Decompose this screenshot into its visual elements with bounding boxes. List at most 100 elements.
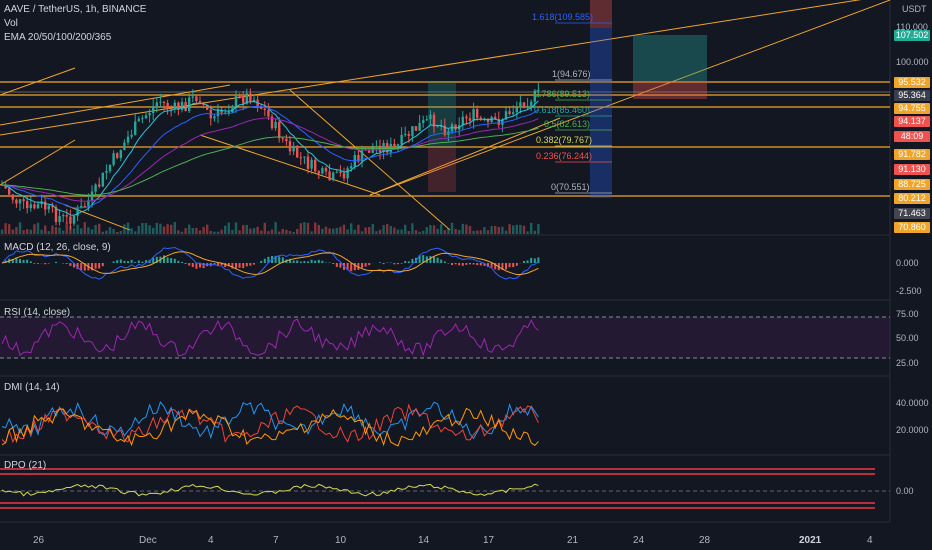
volume-bar bbox=[296, 228, 299, 234]
macd-histogram-bar bbox=[314, 260, 317, 263]
price-tag[interactable]: 48:09 bbox=[894, 131, 930, 142]
macd-histogram-bar bbox=[83, 263, 86, 271]
volume-bar bbox=[4, 223, 7, 234]
candle bbox=[80, 205, 83, 209]
macd-histogram-bar bbox=[15, 257, 18, 263]
volume-bar bbox=[458, 229, 461, 234]
volume-bar bbox=[332, 228, 335, 234]
volume-bar bbox=[112, 229, 115, 234]
volume-bar bbox=[184, 228, 187, 234]
volume-bar bbox=[436, 228, 439, 234]
candle bbox=[18, 199, 22, 204]
vol-legend[interactable]: Vol bbox=[4, 18, 18, 29]
macd-histogram-bar bbox=[98, 263, 101, 269]
volume-bar bbox=[213, 231, 216, 234]
macd-histogram-bar bbox=[350, 263, 353, 272]
candle bbox=[468, 118, 472, 121]
volume-bar bbox=[126, 222, 130, 234]
volume-bar bbox=[522, 225, 526, 234]
price-tag[interactable]: 95.532 bbox=[894, 77, 930, 88]
candle bbox=[177, 102, 180, 110]
dmi-line bbox=[1, 407, 539, 447]
candle bbox=[414, 126, 418, 131]
macd-histogram-bar bbox=[508, 263, 511, 268]
long-position-stop bbox=[633, 81, 707, 99]
dpo-label[interactable]: DPO (21) bbox=[4, 460, 47, 471]
macd-histogram-bar bbox=[530, 257, 533, 263]
volume-bar bbox=[130, 228, 133, 234]
volume-bar bbox=[357, 224, 360, 234]
volume-bar bbox=[47, 231, 50, 234]
volume-bar bbox=[328, 228, 331, 234]
price-tag[interactable]: 71.463 bbox=[894, 208, 930, 219]
candle bbox=[202, 103, 205, 106]
volume-bar bbox=[44, 225, 47, 234]
candle bbox=[357, 155, 360, 162]
candle bbox=[188, 97, 191, 112]
macd-histogram-bar bbox=[80, 263, 83, 271]
price-tag[interactable]: 91.782 bbox=[894, 149, 930, 160]
rsi-label[interactable]: RSI (14, close) bbox=[4, 307, 71, 318]
volume-bar bbox=[155, 222, 158, 234]
volume-bar bbox=[234, 222, 238, 234]
macd-histogram-bar bbox=[526, 260, 529, 263]
macd-histogram-bar bbox=[515, 263, 518, 266]
candle bbox=[537, 89, 540, 91]
macd-histogram-bar bbox=[361, 263, 363, 268]
price-tag[interactable]: 95.364 bbox=[894, 90, 930, 101]
macd-histogram-bar bbox=[458, 263, 461, 266]
macd-histogram-bar bbox=[242, 263, 245, 269]
volume-bar bbox=[76, 224, 79, 234]
price-tag[interactable]: 88.725 bbox=[894, 179, 930, 190]
volume-bar bbox=[263, 222, 266, 234]
volume-bar bbox=[530, 222, 533, 234]
candle bbox=[195, 96, 198, 102]
volume-bar bbox=[407, 231, 410, 234]
macd-histogram-bar bbox=[411, 258, 414, 263]
volume-bar bbox=[105, 230, 108, 234]
macd-histogram-bar bbox=[472, 263, 475, 265]
dmi-label[interactable]: DMI (14, 14) bbox=[4, 382, 60, 393]
price-tag[interactable]: 94.137 bbox=[894, 116, 930, 127]
price-tag[interactable]: 80.212 bbox=[894, 193, 930, 204]
volume-bar bbox=[533, 230, 536, 234]
volume-bar bbox=[58, 227, 61, 234]
macd-label[interactable]: MACD (12, 26, close, 9) bbox=[4, 242, 111, 253]
macd-histogram-bar bbox=[393, 263, 396, 265]
candle bbox=[508, 111, 511, 114]
price-tag[interactable]: 94.755 bbox=[894, 103, 930, 114]
macd-histogram-bar bbox=[170, 258, 173, 263]
fib-extension-box bbox=[590, 28, 612, 198]
candle bbox=[238, 96, 241, 98]
volume-bar bbox=[36, 222, 40, 234]
macd-histogram-bar bbox=[263, 258, 266, 263]
volume-bar bbox=[432, 225, 436, 234]
macd-histogram-bar bbox=[379, 262, 381, 263]
macd-histogram-bar bbox=[397, 263, 399, 265]
candle bbox=[227, 112, 230, 114]
volume-bar bbox=[396, 229, 400, 234]
volume-bar bbox=[508, 224, 511, 234]
candle bbox=[184, 102, 187, 112]
volume-bar bbox=[188, 224, 191, 234]
macd-histogram-bar bbox=[94, 263, 97, 269]
macd-histogram-bar bbox=[278, 256, 281, 263]
macd-histogram-bar bbox=[422, 255, 425, 263]
price-tag[interactable]: 107.502 bbox=[894, 30, 930, 41]
volume-bar bbox=[526, 231, 529, 234]
price-tag[interactable]: 70.860 bbox=[894, 222, 930, 233]
candle bbox=[303, 156, 306, 158]
candle bbox=[411, 126, 414, 136]
macd-histogram-bar bbox=[130, 259, 133, 263]
price-tag[interactable]: 91.130 bbox=[894, 164, 930, 175]
fib-level-label: 0.786(89.513) bbox=[534, 89, 591, 99]
candle bbox=[87, 200, 90, 207]
volume-bar bbox=[497, 226, 500, 234]
candle bbox=[220, 109, 223, 113]
macd-histogram-bar bbox=[19, 259, 21, 263]
candle bbox=[324, 168, 328, 172]
candle bbox=[407, 134, 410, 136]
volume-bar bbox=[249, 228, 252, 234]
ema-legend[interactable]: EMA 20/50/100/200/365 bbox=[4, 32, 112, 43]
